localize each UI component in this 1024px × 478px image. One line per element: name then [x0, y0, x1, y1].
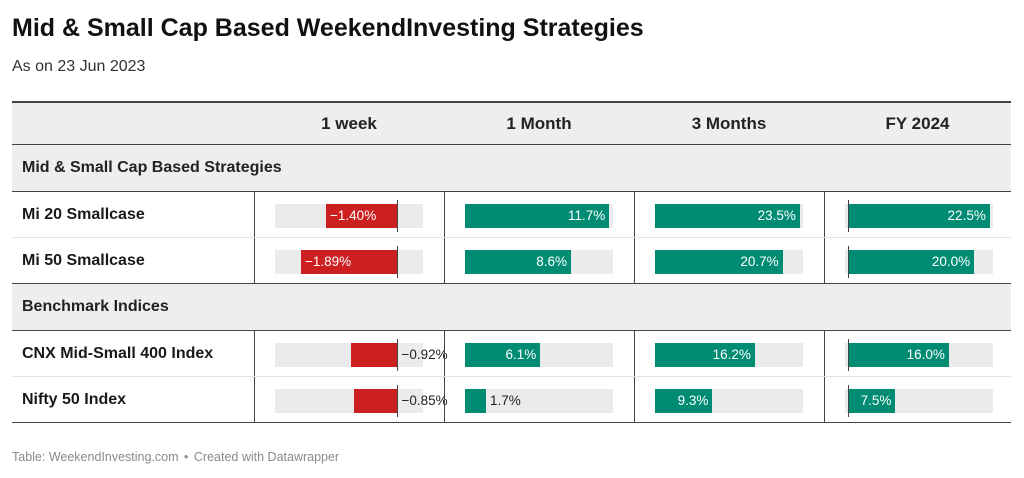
- zero-baseline: [397, 200, 399, 232]
- column-header-fy-2024: FY 2024: [885, 113, 950, 133]
- bar-1-week: [354, 389, 398, 413]
- table-row-mi-50-smallcase: Mi 50 Smallcase −1.89% 8.6% 20.7% 20.0%: [12, 238, 1011, 284]
- cell-1-week: −1.89%: [254, 238, 444, 283]
- bar-track: 20.7%: [655, 250, 803, 274]
- performance-table: 1 week 1 Month 3 Months FY 2024 Mid & Sm…: [12, 101, 1011, 423]
- bar-track: 22.5%: [845, 200, 993, 232]
- cell-3-months: 16.2%: [634, 331, 824, 376]
- cell-1-month: 8.6%: [444, 238, 634, 283]
- cell-fy-2024: 7.5%: [824, 377, 1011, 422]
- group-label: Benchmark Indices: [22, 298, 169, 315]
- zero-baseline: [848, 339, 850, 371]
- bar-track: −1.89%: [275, 246, 423, 278]
- bar-3-months: [655, 204, 800, 228]
- row-name: Mi 50 Smallcase: [22, 251, 145, 269]
- value-label: 9.3%: [677, 393, 709, 408]
- bar-fy-2024: [848, 250, 975, 274]
- cell-1-week: −0.92%: [254, 331, 448, 376]
- group-label: Mid & Small Cap Based Strategies: [22, 159, 282, 176]
- cell-1-month: 11.7%: [444, 192, 634, 237]
- bar-1-month: [465, 204, 610, 228]
- bar-fy-2024: [848, 389, 896, 413]
- column-header-name: [12, 103, 254, 144]
- cell-1-week: −0.85%: [254, 377, 448, 422]
- cell-3-months: 9.3%: [634, 377, 824, 422]
- bar-3-months: [655, 389, 713, 413]
- bar-fy-2024: [848, 204, 990, 228]
- value-label: −0.92%: [401, 347, 448, 362]
- zero-baseline: [397, 246, 399, 278]
- row-name: CNX Mid-Small 400 Index: [22, 344, 214, 362]
- column-header-3-months: 3 Months: [691, 113, 767, 133]
- table-header-row: 1 week 1 Month 3 Months FY 2024: [12, 101, 1011, 145]
- bar-1-month: [465, 389, 486, 413]
- bar-1-week: [301, 250, 398, 274]
- cell-1-month: 1.7%: [444, 377, 634, 422]
- cell-3-months: 23.5%: [634, 192, 824, 237]
- value-label: 11.7%: [568, 208, 606, 223]
- table-row-nifty-50-index: Nifty 50 Index −0.85% 1.7% 9.3% 7.5%: [12, 377, 1011, 423]
- bar-track: 16.2%: [655, 343, 803, 367]
- chart-title: Mid & Small Cap Based WeekendInvesting S…: [12, 14, 644, 42]
- cell-1-month: 6.1%: [444, 331, 634, 376]
- group-header-row: Benchmark Indices: [12, 284, 1011, 331]
- bar-track: 20.0%: [845, 246, 993, 278]
- table-row-mi-20-smallcase: Mi 20 Smallcase −1.40% 11.7% 23.5% 22.5%: [12, 192, 1011, 238]
- bar-track: 1.7%: [465, 389, 613, 413]
- table-footer: Table: WeekendInvesting.com • Created wi…: [12, 450, 339, 464]
- value-label: 23.5%: [757, 208, 796, 223]
- bar-fy-2024: [848, 343, 949, 367]
- value-label: 20.7%: [740, 254, 779, 269]
- cell-fy-2024: 16.0%: [824, 331, 1011, 376]
- bar-track: 9.3%: [655, 389, 803, 413]
- value-label: 7.5%: [860, 393, 892, 408]
- zero-baseline: [397, 339, 399, 371]
- bar-track: 7.5%: [845, 385, 993, 417]
- bar-1-month: [465, 343, 541, 367]
- row-name: Mi 20 Smallcase: [22, 205, 145, 223]
- value-label: 16.0%: [906, 347, 945, 362]
- table-row-cnx-mid-small-400-index: CNX Mid-Small 400 Index −0.92% 6.1% 16.2% 16…: [12, 331, 1011, 377]
- bar-track: 16.0%: [845, 339, 993, 371]
- value-label: −1.89%: [305, 254, 352, 269]
- row-name: Nifty 50 Index: [22, 390, 127, 408]
- bar-1-week: [350, 343, 398, 367]
- cell-3-months: 20.7%: [634, 238, 824, 283]
- column-header-1-month: 1 Month: [506, 113, 572, 133]
- cell-fy-2024: 22.5%: [824, 192, 1011, 237]
- bar-track: −0.92%: [275, 339, 448, 371]
- bar-3-months: [655, 250, 783, 274]
- credit-note: Created with Datawrapper: [193, 450, 340, 464]
- cell-1-week: −1.40%: [254, 192, 444, 237]
- zero-baseline: [397, 385, 399, 417]
- column-header-1-week: 1 week: [321, 113, 377, 133]
- zero-baseline: [848, 385, 850, 417]
- bar-track: −0.85%: [275, 385, 448, 417]
- chart-subtitle: As on 23 Jun 2023: [12, 58, 146, 75]
- zero-baseline: [848, 246, 850, 278]
- bar-track: 8.6%: [465, 250, 613, 274]
- value-label: 16.2%: [712, 347, 751, 362]
- value-label: 22.5%: [947, 208, 986, 223]
- bar-track: 11.7%: [465, 204, 613, 228]
- cell-fy-2024: 20.0%: [824, 238, 1011, 283]
- bar-3-months: [655, 343, 755, 367]
- value-label: 8.6%: [536, 254, 568, 269]
- bar-1-week: [326, 204, 398, 228]
- zero-baseline: [848, 200, 850, 232]
- bar-track: 6.1%: [465, 343, 613, 367]
- bar-track: −1.40%: [275, 200, 423, 232]
- value-label: −0.85%: [401, 393, 448, 408]
- value-label: −1.40%: [330, 208, 377, 223]
- bar-1-month: [465, 250, 572, 274]
- value-label: 6.1%: [505, 347, 537, 362]
- source-note: Table: WeekendInvesting.com: [12, 450, 179, 464]
- value-label: 20.0%: [931, 254, 971, 269]
- bar-track: 23.5%: [655, 204, 803, 228]
- footer-separator: •: [184, 450, 189, 464]
- group-header-row: Mid & Small Cap Based Strategies: [12, 145, 1011, 192]
- value-label: 1.7%: [489, 393, 521, 408]
